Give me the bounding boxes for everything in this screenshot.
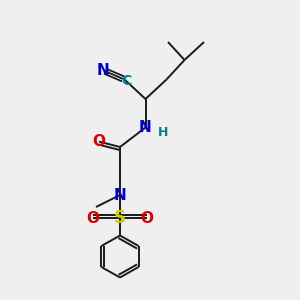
- Text: O: O: [140, 211, 154, 226]
- Text: O: O: [92, 134, 106, 149]
- Text: N: N: [114, 188, 126, 202]
- Text: N: N: [139, 120, 152, 135]
- Text: C: C: [121, 74, 131, 88]
- Text: H: H: [158, 126, 169, 139]
- Text: S: S: [114, 209, 126, 227]
- Text: O: O: [86, 211, 100, 226]
- Text: N: N: [97, 63, 110, 78]
